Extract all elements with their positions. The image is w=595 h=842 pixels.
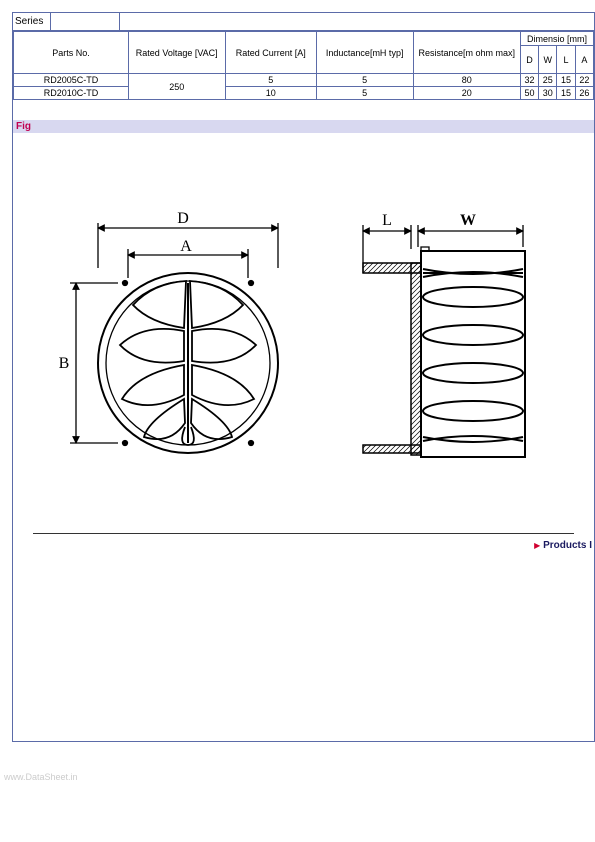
cell-resistance: 80 (413, 74, 520, 87)
cell-l: 15 (557, 87, 575, 100)
products-link-label: Products I (543, 540, 592, 551)
cell-current: 10 (225, 87, 316, 100)
th-inductance: Inductance[mH typ] (316, 32, 413, 74)
diagram-area: D A B (13, 183, 594, 493)
th-dim-w: W (539, 46, 557, 74)
spec-table: Parts No. Rated Voltage [VAC] Rated Curr… (13, 31, 594, 100)
cell-pn: RD2005C-TD (14, 74, 129, 87)
label-a: A (180, 238, 192, 255)
cell-w: 30 (539, 87, 557, 100)
cell-a: 22 (575, 74, 593, 87)
products-link[interactable]: ▶ Products I (13, 540, 594, 551)
th-parts-no: Parts No. (14, 32, 129, 74)
series-gap (51, 13, 120, 30)
technical-drawing: D A B (43, 183, 563, 483)
cell-d: 50 (520, 87, 538, 100)
cell-inductance: 5 (316, 87, 413, 100)
cell-w: 25 (539, 74, 557, 87)
label-b: B (59, 355, 70, 372)
th-rated-current: Rated Current [A] (225, 32, 316, 74)
th-resistance: Resistance[m ohm max] (413, 32, 520, 74)
table-row: RD2010C-TD 10 5 20 50 30 15 26 (14, 87, 594, 100)
triangle-icon: ▶ (534, 541, 540, 550)
cell-a: 26 (575, 87, 593, 100)
cell-d: 32 (520, 74, 538, 87)
cell-current: 5 (225, 74, 316, 87)
label-l: L (382, 212, 392, 229)
th-dim-d: D (520, 46, 538, 74)
series-label: Series (13, 13, 51, 30)
cell-pn: RD2010C-TD (14, 87, 129, 100)
label-d: D (177, 210, 189, 227)
table-row: RD2005C-TD 250 5 5 80 32 25 15 22 (14, 74, 594, 87)
th-dim-a: A (575, 46, 593, 74)
fig-bar: Fig (13, 120, 594, 133)
watermark: www.DataSheet.in (4, 772, 78, 782)
th-rated-voltage: Rated Voltage [VAC] (128, 32, 225, 74)
th-dimension: Dimensio [mm] (520, 32, 593, 46)
divider (33, 533, 574, 534)
cell-inductance: 5 (316, 74, 413, 87)
label-w: W (460, 212, 476, 229)
th-dim-l: L (557, 46, 575, 74)
cell-voltage: 250 (128, 74, 225, 100)
cell-resistance: 20 (413, 87, 520, 100)
cell-l: 15 (557, 74, 575, 87)
